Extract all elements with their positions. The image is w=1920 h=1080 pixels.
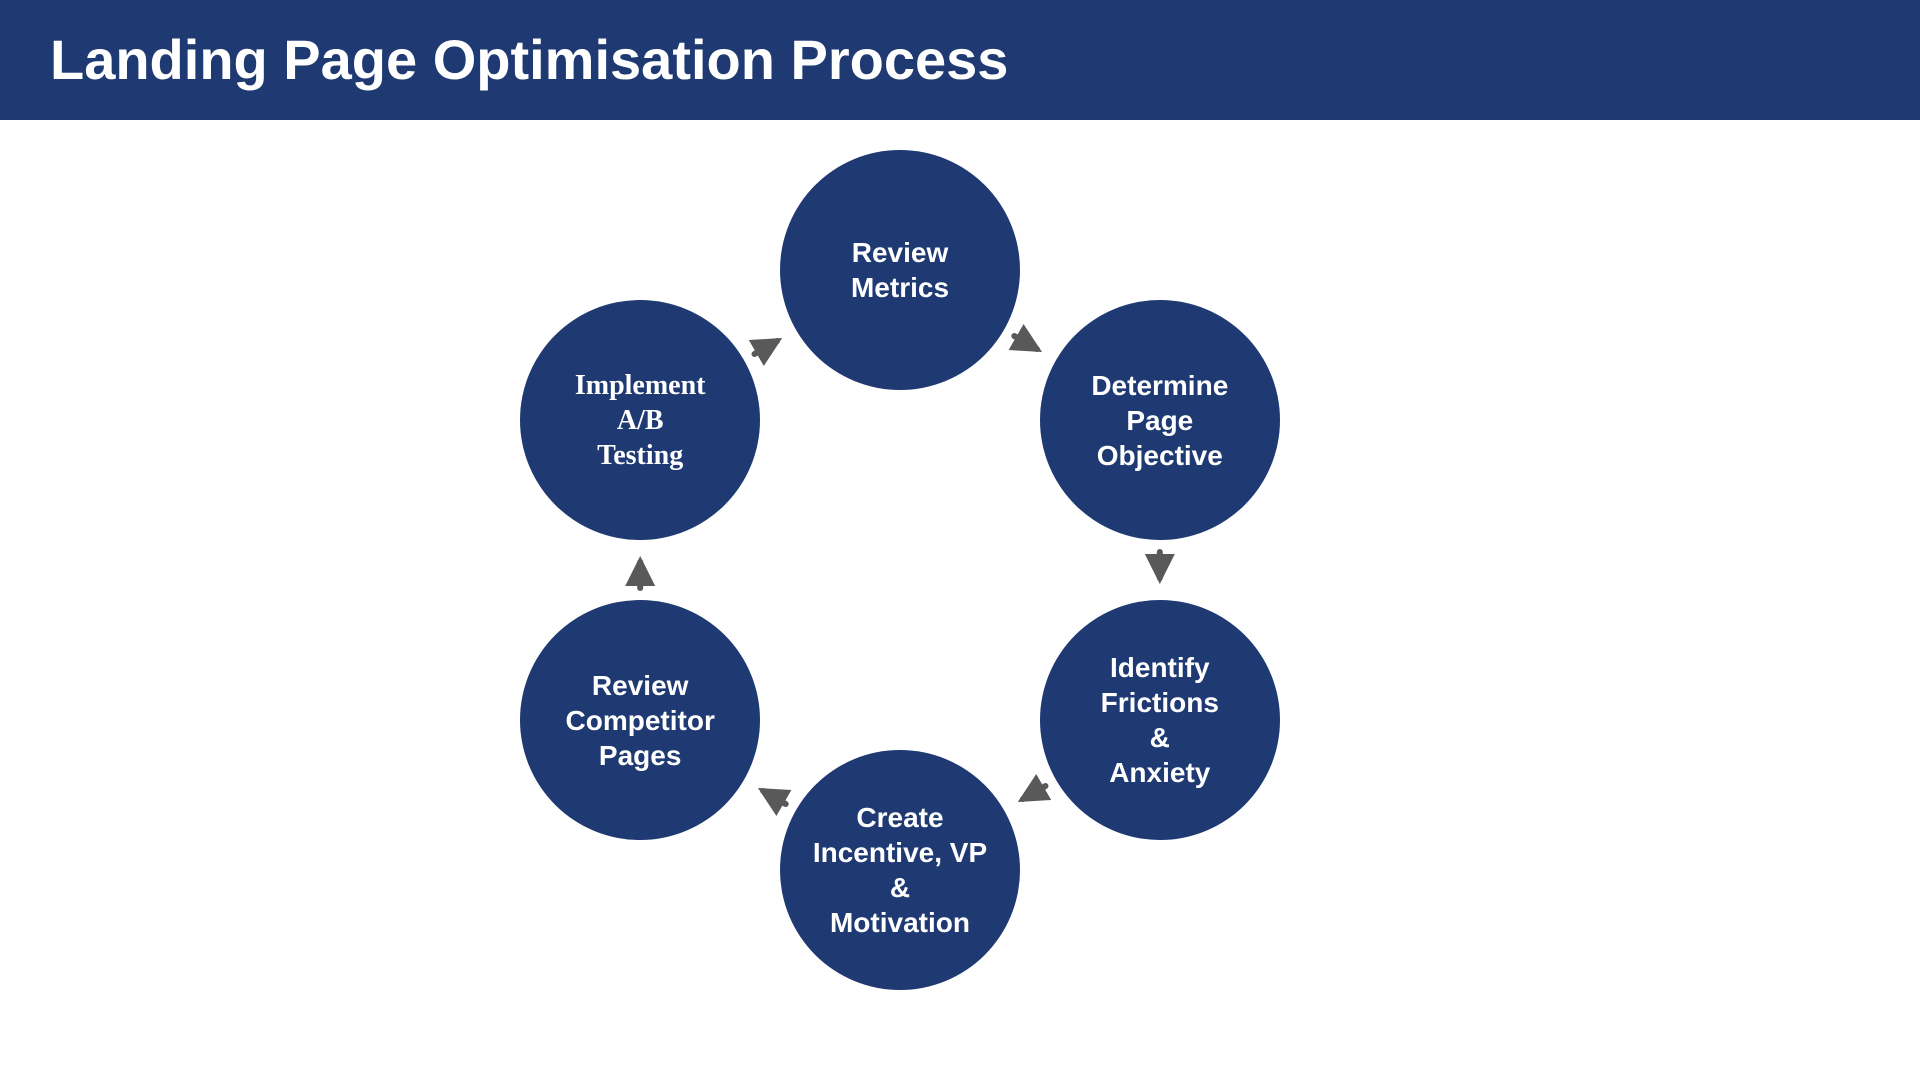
slide-title: Landing Page Optimisation Process (50, 28, 1008, 91)
cycle-arrow (1023, 786, 1046, 799)
cycle-node-label: Review Metrics (841, 225, 959, 315)
cycle-node-n6: Implement A/B Testing (520, 300, 760, 540)
cycle-node-n5: Review Competitor Pages (520, 600, 760, 840)
cycle-node-n2: Determine Page Objective (1040, 300, 1280, 540)
cycle-diagram: Review Metrics Determine Page Objective Id… (0, 120, 1920, 1080)
slide-header: Landing Page Optimisation Process (0, 0, 1920, 120)
cycle-node-n1: Review Metrics (780, 150, 1020, 390)
cycle-node-n4: Create Incentive, VP & Motivation (780, 750, 1020, 990)
cycle-arrow (755, 341, 778, 354)
cycle-node-label: Implement A/B Testing (565, 358, 716, 483)
cycle-node-label: Create Incentive, VP & Motivation (803, 790, 997, 950)
cycle-node-label: Identify Frictions & Anxiety (1091, 640, 1229, 800)
cycle-node-n3: Identify Frictions & Anxiety (1040, 600, 1280, 840)
cycle-node-label: Review Competitor Pages (556, 658, 725, 783)
cycle-node-label: Determine Page Objective (1081, 358, 1238, 483)
cycle-arrow (763, 791, 786, 804)
cycle-arrow (1014, 336, 1037, 349)
